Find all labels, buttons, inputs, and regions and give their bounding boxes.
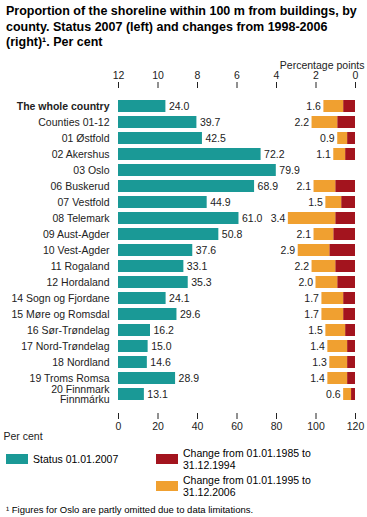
svg-text:19 Troms Romsa: 19 Troms Romsa (29, 371, 110, 384)
svg-text:2.1: 2.1 (296, 228, 311, 240)
svg-text:40: 40 (192, 420, 204, 432)
svg-text:39.7: 39.7 (200, 116, 221, 128)
svg-text:1.1: 1.1 (316, 148, 331, 160)
svg-text:12: 12 (113, 68, 125, 80)
svg-text:4: 4 (274, 68, 280, 80)
svg-text:28.9: 28.9 (179, 372, 200, 384)
svg-text:79.9: 79.9 (279, 164, 300, 176)
svg-text:2.2: 2.2 (294, 116, 309, 128)
svg-text:13.1: 13.1 (147, 388, 168, 400)
svg-text:Percentage points: Percentage points (280, 59, 365, 71)
svg-text:1.5: 1.5 (308, 196, 323, 208)
svg-text:18 Nordland: 18 Nordland (52, 356, 109, 368)
svg-text:35.3: 35.3 (191, 276, 212, 288)
html-text:Change from 01.01.1995 to 31.1: Change from 01.01.1995 to 31.12.2006 (183, 473, 311, 498)
svg-text:20: 20 (152, 420, 164, 432)
svg-text:44.9: 44.9 (210, 196, 231, 208)
svg-text:Counties 01-12: Counties 01-12 (38, 116, 109, 128)
svg-text:17 Nord-Trøndelag: 17 Nord-Trøndelag (21, 340, 109, 352)
svg-text:6: 6 (234, 68, 240, 80)
svg-text:06 Buskerud: 06 Buskerud (51, 180, 110, 192)
svg-text:03 Oslo: 03 Oslo (73, 164, 109, 176)
svg-text:07 Vestfold: 07 Vestfold (58, 196, 110, 208)
svg-text:1.7: 1.7 (304, 292, 319, 304)
svg-text:1.4: 1.4 (310, 372, 325, 384)
svg-text:37.6: 37.6 (196, 244, 217, 256)
svg-text:68.9: 68.9 (258, 180, 279, 192)
svg-text:120: 120 (347, 420, 365, 432)
svg-text:2.2: 2.2 (294, 260, 309, 272)
svg-text:72.2: 72.2 (264, 148, 285, 160)
svg-text:1.5: 1.5 (308, 324, 323, 336)
svg-text:2.9: 2.9 (281, 244, 296, 256)
svg-text:80: 80 (271, 420, 283, 432)
svg-text:15.0: 15.0 (151, 340, 172, 352)
svg-text:The whole country: The whole country (17, 100, 110, 112)
svg-text:0.6: 0.6 (326, 388, 341, 400)
svg-text:50.8: 50.8 (222, 228, 243, 240)
html-text:Change from 01.01.1985 to 31.1: Change from 01.01.1985 to 31.12.1994 (183, 446, 311, 471)
svg-text:3.4: 3.4 (271, 212, 286, 224)
svg-text:14 Sogn og Fjordane: 14 Sogn og Fjordane (11, 292, 109, 304)
html-text:¹ Figures for Oslo are partly: ¹ Figures for Oslo are partly omitted du… (6, 503, 254, 515)
svg-text:100: 100 (307, 420, 325, 432)
svg-text:09 Aust-Agder: 09 Aust-Agder (43, 228, 110, 240)
svg-text:60: 60 (231, 420, 243, 432)
svg-text:01 Østfold: 01 Østfold (62, 132, 110, 144)
svg-text:16.2: 16.2 (153, 324, 174, 336)
svg-text:0: 0 (116, 420, 122, 432)
svg-text:33.1: 33.1 (187, 260, 208, 272)
svg-text:08 Telemark: 08 Telemark (52, 212, 110, 224)
svg-text:0: 0 (353, 68, 359, 80)
svg-text:0.9: 0.9 (320, 132, 335, 144)
svg-text:1.7: 1.7 (304, 308, 319, 320)
svg-text:20 FinnmarkFinnmárku: 20 FinnmarkFinnmárku (51, 382, 110, 405)
svg-text:12 Hordaland: 12 Hordaland (46, 276, 109, 288)
svg-text:24.0: 24.0 (169, 100, 190, 112)
svg-text:2.0: 2.0 (298, 276, 313, 288)
svg-text:29.6: 29.6 (180, 308, 201, 320)
svg-text:10: 10 (152, 68, 164, 80)
svg-text:1.3: 1.3 (312, 356, 327, 368)
svg-text:61.0: 61.0 (242, 212, 263, 224)
svg-text:02 Akershus: 02 Akershus (52, 148, 110, 160)
svg-text:2: 2 (313, 68, 319, 80)
svg-text:1.4: 1.4 (310, 340, 325, 352)
svg-text:10 Vest-Agder: 10 Vest-Agder (43, 244, 110, 256)
svg-text:1.6: 1.6 (306, 100, 321, 112)
html-text:Status 01.01.2007: Status 01.01.2007 (33, 452, 119, 465)
svg-text:24.1: 24.1 (169, 292, 190, 304)
svg-text:8: 8 (195, 68, 201, 80)
svg-text:16 Sør-Trøndelag: 16 Sør-Trøndelag (27, 324, 110, 336)
svg-text:14.6: 14.6 (150, 356, 171, 368)
svg-text:2.1: 2.1 (296, 180, 311, 192)
html-text:Proportion of the shoreline wi: Proportion of the shoreline within 100 m… (6, 4, 357, 50)
svg-text:15 Møre og Romsdal: 15 Møre og Romsdal (11, 308, 109, 320)
svg-text:Per cent: Per cent (4, 429, 43, 441)
svg-text:11 Rogaland: 11 Rogaland (51, 260, 110, 272)
svg-text:42.5: 42.5 (205, 132, 226, 144)
